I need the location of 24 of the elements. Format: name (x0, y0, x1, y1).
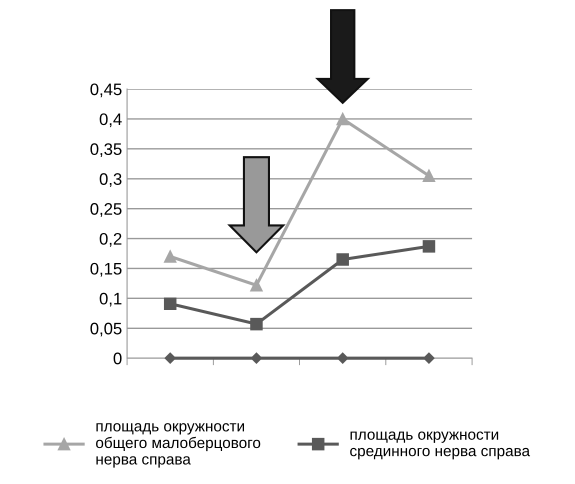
y-tick-label: 0,15 (90, 262, 122, 277)
y-tick-label: 0 (114, 352, 122, 364)
point (422, 170, 436, 182)
point (250, 318, 263, 330)
point (337, 352, 348, 364)
y-tick-label: 0,4 (100, 113, 122, 128)
point (423, 352, 435, 364)
legend-label: площадь окружности общего малоберцового нерва справа (96, 423, 260, 468)
point (422, 240, 436, 253)
y-tick-label: 0,1 (100, 292, 122, 307)
point (250, 352, 262, 364)
point (336, 253, 349, 266)
y-tick-label: 0,2 (100, 232, 122, 247)
legend-label: площадь окружности срединного нерва справа (350, 431, 530, 460)
y-tick-label: 0,25 (90, 203, 122, 217)
y-tick-label: 0,45 (90, 83, 122, 98)
point (164, 250, 176, 263)
y-tick-label: 0,35 (90, 143, 122, 158)
point (336, 112, 349, 126)
point (164, 297, 176, 310)
y-tick-label: 0,3 (100, 173, 122, 187)
y-tick-label: 0,05 (90, 322, 122, 336)
point (164, 352, 176, 364)
point (250, 278, 263, 292)
